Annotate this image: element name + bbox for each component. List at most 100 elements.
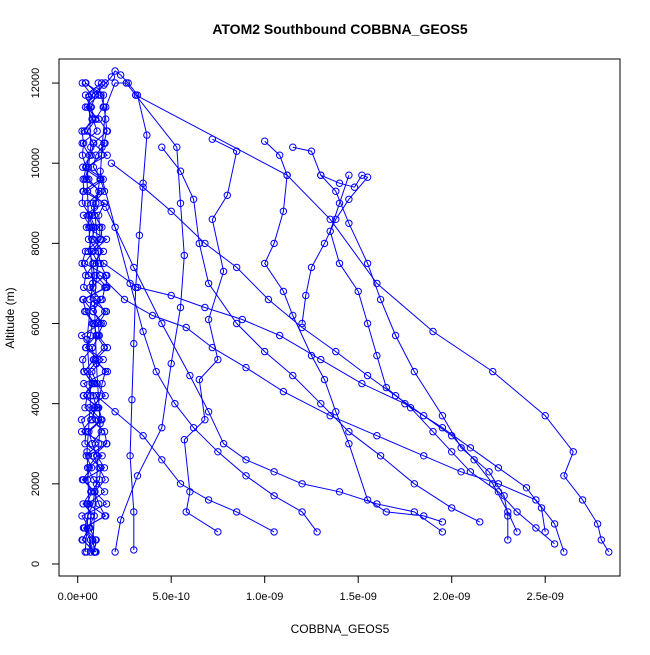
data-point bbox=[180, 251, 189, 260]
data-point bbox=[489, 367, 497, 376]
cluster-point bbox=[88, 91, 96, 99]
data-point bbox=[214, 355, 222, 364]
data-point bbox=[186, 371, 194, 380]
data-point bbox=[167, 291, 175, 300]
series-line bbox=[292, 146, 509, 540]
data-point bbox=[298, 480, 306, 488]
cluster-point bbox=[95, 211, 103, 220]
data-point bbox=[332, 187, 340, 196]
cluster-point bbox=[101, 367, 110, 376]
data-point bbox=[233, 508, 241, 516]
series-line bbox=[301, 174, 369, 324]
data-point bbox=[201, 303, 209, 312]
data-point bbox=[201, 239, 209, 248]
cluster-point bbox=[78, 331, 86, 340]
cluster-point bbox=[101, 512, 109, 520]
data-point bbox=[485, 468, 493, 476]
series-line bbox=[105, 207, 443, 533]
series-14 bbox=[107, 159, 521, 536]
cluster-point bbox=[101, 283, 109, 292]
data-point bbox=[504, 508, 512, 516]
data-point bbox=[189, 424, 198, 432]
data-point bbox=[363, 319, 372, 328]
cluster-point bbox=[97, 416, 105, 424]
cluster-point bbox=[99, 319, 107, 328]
cluster-line bbox=[80, 82, 109, 553]
data-point bbox=[270, 492, 278, 500]
data-point bbox=[167, 207, 175, 216]
data-point bbox=[176, 199, 185, 208]
x-tick-label: 5.0e-10 bbox=[153, 591, 190, 603]
data-point bbox=[513, 508, 521, 516]
data-point bbox=[373, 432, 381, 440]
data-point bbox=[270, 239, 278, 248]
series-line bbox=[183, 138, 238, 533]
data-point bbox=[429, 428, 437, 436]
data-point bbox=[410, 480, 418, 488]
series-11 bbox=[96, 271, 568, 556]
data-point bbox=[560, 548, 568, 556]
x-axis-label: COBBNA_GEOS5 bbox=[291, 622, 390, 636]
data-point bbox=[470, 456, 478, 464]
cluster-point bbox=[78, 476, 87, 484]
data-point bbox=[139, 179, 147, 187]
cluster-point bbox=[80, 367, 89, 376]
series-line bbox=[264, 140, 443, 523]
cluster-point bbox=[85, 404, 94, 412]
cluster-point bbox=[88, 367, 96, 376]
cluster-point bbox=[87, 223, 95, 232]
data-point bbox=[345, 219, 353, 228]
data-point bbox=[382, 508, 390, 516]
cluster-point bbox=[103, 151, 111, 159]
data-point bbox=[391, 331, 400, 340]
data-point bbox=[201, 416, 209, 424]
data-point bbox=[438, 518, 447, 526]
cluster-point bbox=[98, 223, 106, 232]
cluster-point bbox=[79, 175, 87, 183]
cluster-point bbox=[84, 247, 92, 256]
data-point bbox=[307, 263, 316, 272]
data-point bbox=[466, 444, 475, 452]
series-line bbox=[103, 262, 546, 532]
cluster-point bbox=[94, 259, 103, 268]
data-point bbox=[541, 528, 549, 536]
data-point bbox=[148, 311, 157, 320]
cluster-point bbox=[88, 115, 96, 123]
data-point bbox=[326, 412, 334, 420]
cluster-point bbox=[100, 199, 109, 208]
data-point bbox=[326, 227, 334, 236]
data-point bbox=[537, 504, 546, 512]
cluster-point bbox=[79, 355, 87, 364]
cluster-point bbox=[83, 548, 91, 556]
data-point bbox=[335, 488, 344, 496]
cluster-point bbox=[95, 500, 103, 508]
data-point bbox=[158, 424, 166, 432]
data-point bbox=[406, 404, 415, 412]
x-axis: 0.0e+00 5.0e-10 1.0e-09 1.5e-09 2.0e-09 2.5e-… bbox=[58, 575, 564, 603]
data-point bbox=[176, 480, 185, 488]
y-tick-label: 4000 bbox=[30, 391, 42, 415]
data-point bbox=[173, 143, 181, 151]
cluster-point bbox=[78, 199, 86, 208]
y-tick-label: 6000 bbox=[30, 311, 42, 335]
data-point bbox=[289, 143, 297, 151]
cluster-point bbox=[90, 139, 98, 147]
data-point bbox=[96, 167, 104, 175]
cluster-point bbox=[88, 235, 96, 244]
data-point bbox=[223, 191, 232, 200]
data-point bbox=[532, 496, 540, 504]
data-point bbox=[130, 263, 138, 272]
data-point bbox=[289, 311, 297, 320]
data-point bbox=[317, 400, 325, 408]
cluster-point bbox=[96, 392, 104, 400]
cluster-point bbox=[82, 452, 91, 460]
data-point bbox=[195, 375, 204, 384]
chart-title: ATOM2 Southbound COBBNA_GEOS5 bbox=[212, 21, 468, 37]
data-point bbox=[139, 183, 147, 191]
cluster-point bbox=[80, 283, 88, 292]
data-point bbox=[204, 408, 213, 416]
cluster-point bbox=[92, 295, 101, 304]
cluster-line bbox=[80, 82, 107, 553]
data-point bbox=[219, 440, 228, 448]
